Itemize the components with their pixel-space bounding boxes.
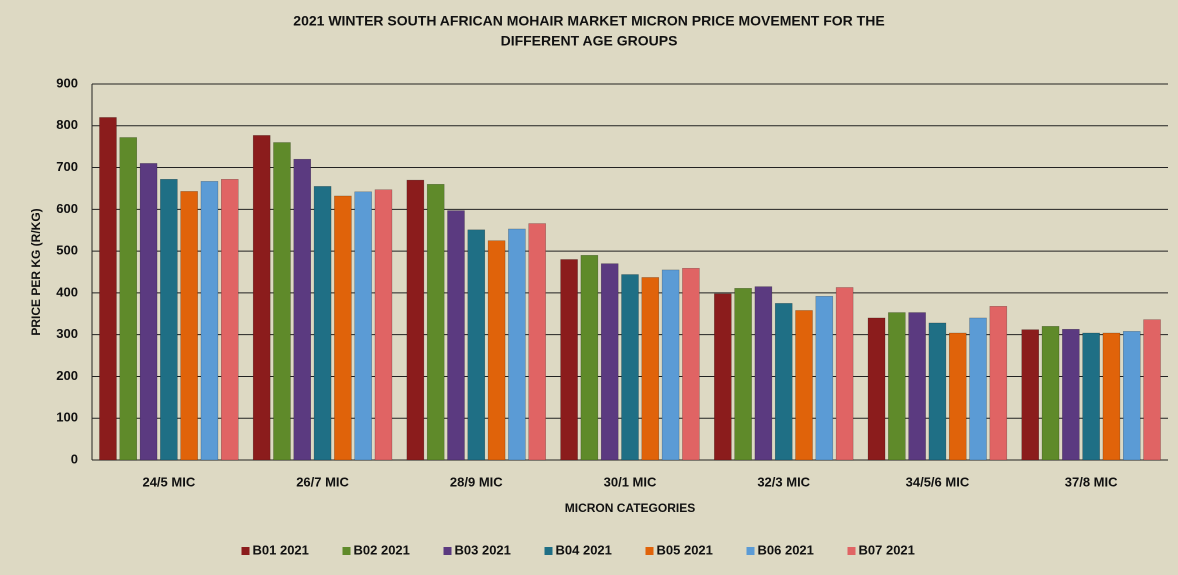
y-tick-label: 300	[56, 326, 78, 341]
legend-label: B03 2021	[455, 542, 511, 557]
bar	[1082, 332, 1100, 461]
bar	[139, 163, 158, 461]
y-tick-label: 400	[56, 284, 78, 299]
legend-swatch	[342, 547, 351, 555]
bar	[467, 229, 486, 461]
y-tick-label: 0	[71, 451, 78, 466]
legend-swatch	[443, 547, 452, 555]
bar	[867, 317, 886, 461]
legend-label: B06 2021	[758, 542, 814, 557]
bar	[447, 210, 465, 461]
legend-swatch	[847, 547, 856, 555]
y-tick-label: 600	[56, 201, 78, 216]
bar	[795, 310, 813, 461]
bar	[621, 274, 639, 461]
bar	[426, 184, 445, 461]
x-tick-label: 37/8 MIC	[1065, 474, 1118, 489]
bar	[508, 228, 526, 461]
bar	[835, 287, 854, 461]
bar	[908, 312, 926, 461]
bar	[1021, 329, 1039, 461]
legend-label: B07 2021	[859, 542, 915, 557]
bar	[754, 286, 773, 461]
bar	[273, 142, 291, 461]
bar	[1041, 326, 1060, 461]
y-tick-label: 700	[56, 159, 78, 174]
x-tick-label: 26/7 MIC	[296, 474, 349, 489]
legend-swatch	[544, 547, 553, 555]
bar	[928, 322, 947, 461]
bar	[487, 240, 506, 461]
bar	[313, 186, 332, 461]
y-tick-label: 900	[56, 75, 78, 90]
bar	[221, 179, 239, 461]
bar	[119, 137, 138, 461]
bar	[180, 191, 198, 461]
bar	[200, 181, 219, 461]
bar	[815, 295, 834, 461]
bar	[580, 255, 599, 461]
legend-swatch	[746, 547, 755, 555]
bar	[252, 135, 271, 461]
bar	[1143, 319, 1161, 461]
chart-title: DIFFERENT AGE GROUPS	[501, 33, 678, 49]
bar	[989, 306, 1008, 461]
legend-swatch	[645, 547, 654, 555]
y-tick-label: 200	[56, 368, 78, 383]
bar	[374, 189, 393, 461]
bar	[160, 179, 178, 461]
bar	[1102, 332, 1121, 461]
bar	[661, 269, 680, 461]
x-tick-label: 32/3 MIC	[757, 474, 810, 489]
legend-label: B02 2021	[354, 542, 410, 557]
y-tick-label: 800	[56, 117, 78, 132]
bar	[1062, 328, 1080, 461]
y-tick-label: 500	[56, 243, 78, 258]
bar	[293, 158, 312, 461]
x-tick-label: 30/1 MIC	[604, 474, 657, 489]
bar	[600, 263, 619, 461]
bar	[406, 179, 425, 461]
bar	[354, 191, 372, 461]
y-tick-label: 100	[56, 410, 78, 425]
legend-swatch	[241, 547, 250, 555]
bar	[1122, 331, 1141, 461]
legend-label: B04 2021	[556, 542, 612, 557]
x-tick-label: 28/9 MIC	[450, 474, 503, 489]
bar	[888, 312, 906, 461]
bar	[334, 195, 352, 461]
bar	[714, 293, 732, 461]
bar	[948, 332, 967, 461]
bar	[641, 277, 660, 461]
bar	[734, 288, 752, 461]
bar	[99, 117, 117, 461]
x-axis-label: MICRON CATEGORIES	[565, 501, 695, 515]
bar	[969, 317, 987, 461]
x-tick-label: 24/5 MIC	[142, 474, 195, 489]
bar	[560, 259, 578, 461]
y-axis-label: PRICE PER KG (R/KG)	[29, 208, 43, 335]
legend-label: B01 2021	[253, 542, 309, 557]
bar	[528, 223, 546, 461]
legend-label: B05 2021	[657, 542, 713, 557]
bar	[774, 303, 793, 461]
x-tick-label: 34/5/6 MIC	[906, 474, 970, 489]
chart-title: 2021 WINTER SOUTH AFRICAN MOHAIR MARKET …	[293, 13, 884, 29]
bar	[682, 267, 700, 461]
